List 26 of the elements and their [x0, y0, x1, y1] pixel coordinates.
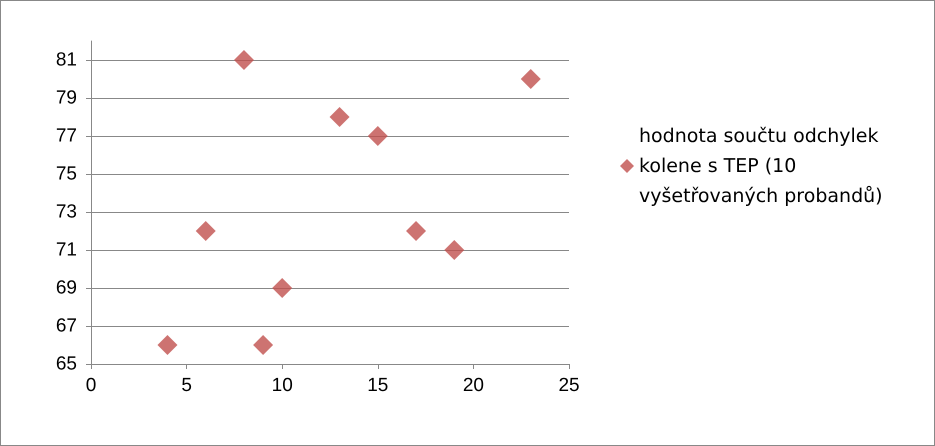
point: [234, 50, 254, 70]
y-tick-label: 75: [56, 164, 77, 184]
point: [444, 240, 464, 260]
y-tick-label: 69: [56, 278, 77, 298]
x-tick-label: 5: [181, 375, 192, 396]
legend-label: hodnota součtu odchylek kolene s TEP (10 vyšetřovaných probandů): [639, 125, 884, 207]
point: [196, 221, 216, 241]
x-tick-label: 25: [558, 375, 580, 396]
y-tick-label: 71: [56, 240, 77, 260]
x-tick-label: 20: [462, 375, 484, 396]
point: [272, 278, 292, 298]
y-tick-label: 81: [56, 50, 77, 70]
point: [157, 335, 178, 355]
x-tick-label: 10: [272, 375, 293, 396]
y-tick-label: 77: [56, 126, 77, 146]
y-tick-label: 73: [56, 202, 77, 222]
x-tick-label: 15: [367, 375, 388, 396]
point: [520, 69, 541, 89]
point: [330, 107, 350, 127]
y-tick-label: 65: [56, 354, 77, 374]
y-tick-label: 67: [56, 316, 77, 336]
point: [253, 335, 274, 355]
y-tick-label: 79: [56, 88, 77, 108]
x-tick-label: 0: [86, 375, 96, 396]
point: [406, 221, 426, 241]
point: [368, 126, 388, 146]
